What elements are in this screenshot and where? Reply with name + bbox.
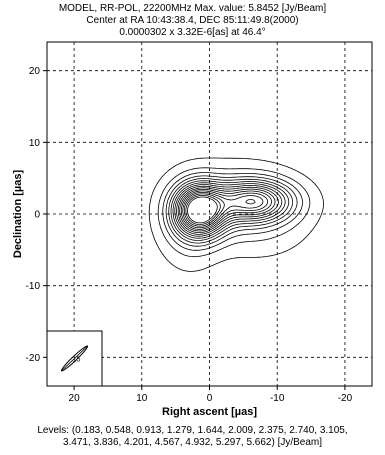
- contour-level-line: [162, 172, 303, 251]
- contour-level-line: [187, 196, 218, 224]
- contour-level-line: [179, 189, 272, 232]
- beam-major-axis: [61, 345, 88, 372]
- chart-title-line-1: MODEL, RR-POL, 22200MHz Max. value: 5.84…: [58, 3, 327, 14]
- axis-ticks: 20 10 0 -10 -20 20 10 0 -10 -20: [26, 66, 353, 404]
- contour-level-line: [170, 180, 290, 241]
- x-tick-label: 10: [136, 393, 148, 404]
- chart-title-line-2: Center at RA 10:43:38.4, DEC 85:11:49.8(…: [86, 15, 299, 26]
- y-tick-label: 0: [34, 210, 40, 221]
- x-axis-label: Right ascent [µas]: [162, 406, 257, 418]
- x-tick-label: 20: [69, 393, 81, 404]
- contour-level-line: [180, 190, 269, 230]
- x-tick-label: 0: [207, 393, 213, 404]
- y-tick-label: -20: [26, 353, 41, 364]
- chart-title-line-3: 0.0000302 x 3.32E-6[as] at 46.4°: [119, 27, 266, 38]
- beam-ellipse-group: [60, 345, 89, 372]
- y-axis-label: Declination [µas]: [12, 170, 24, 259]
- contour-levels-line-2: 3.471, 3.836, 4.201, 4.567, 4.932, 5.297…: [62, 437, 323, 448]
- contour-lines: [148, 157, 324, 272]
- contour-level-line: [183, 193, 256, 227]
- contour-level-line: [182, 192, 264, 229]
- contour-level-line: [148, 157, 324, 272]
- contour-level-line: [165, 175, 298, 247]
- contour-level-line: [157, 167, 311, 258]
- beam-inset: 15: [46, 330, 103, 387]
- y-tick-label: 10: [29, 138, 41, 149]
- y-tick-label: 20: [29, 66, 41, 77]
- y-tick-label: -10: [26, 281, 41, 292]
- contour-level-line: [177, 187, 276, 233]
- x-tick-label: -10: [270, 393, 285, 404]
- contour-level-line: [168, 178, 294, 244]
- beam-label: 15: [73, 357, 81, 364]
- contour-level-line: [185, 195, 221, 225]
- contour-levels-line-1: Levels: (0.183, 0.548, 0.913, 1.279, 1.6…: [37, 425, 348, 436]
- contour-level-line: [172, 182, 286, 239]
- contour-level-line: [176, 185, 279, 235]
- x-tick-label: -20: [338, 393, 353, 404]
- contour-level-line: [174, 184, 283, 237]
